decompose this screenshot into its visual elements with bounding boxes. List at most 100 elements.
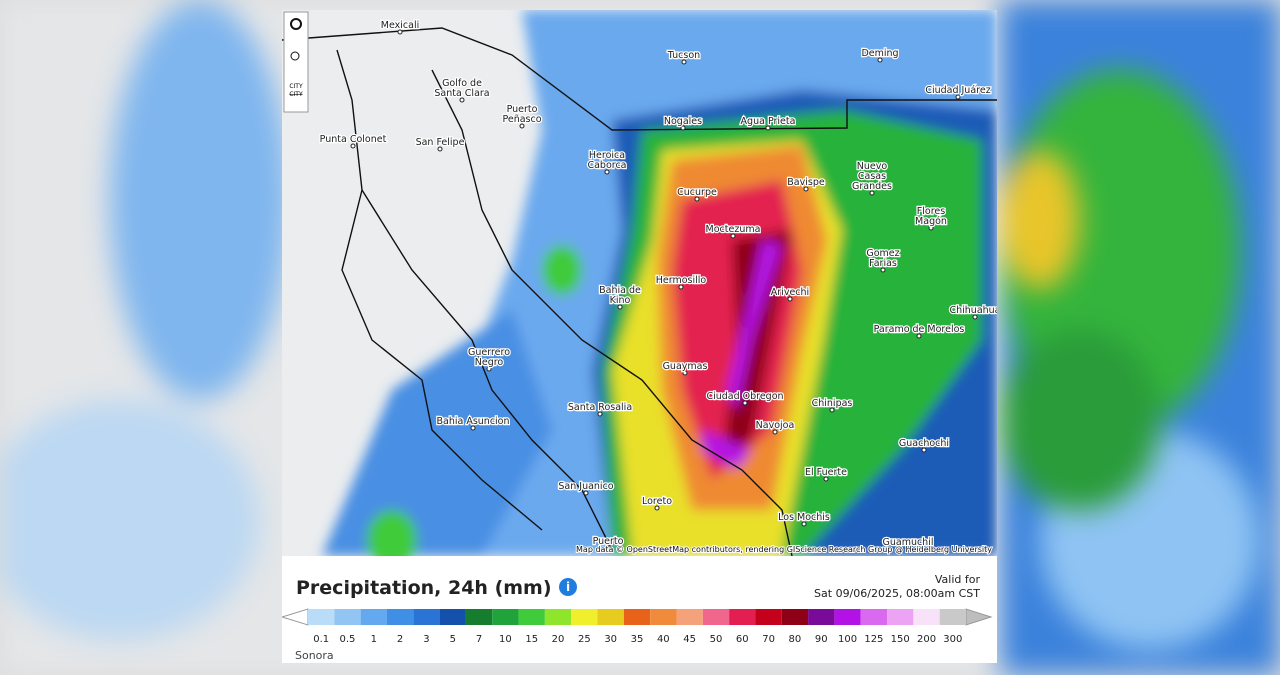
- zoom-button[interactable]: [290, 51, 300, 61]
- city-label: Los Mochis: [778, 512, 830, 523]
- city-dot: [486, 366, 492, 372]
- legend-cell: [729, 609, 756, 625]
- legend-cell: [334, 609, 361, 625]
- legend-cell: [386, 609, 414, 625]
- city-dot: [801, 521, 807, 527]
- city-dot: [955, 94, 961, 100]
- legend-cell: [913, 609, 940, 625]
- city-label: Arivechi: [771, 287, 809, 298]
- legend-cell: [571, 609, 598, 625]
- legend-label: 45: [683, 634, 696, 645]
- legend-cell: [413, 609, 440, 625]
- city-dot: [877, 57, 883, 63]
- map[interactable]: Mexicali Tucson Deming Ciudad Juárez Golfo d…: [282, 10, 997, 556]
- city-label: Ciudad Juárez: [925, 85, 990, 96]
- valid-label: Valid for: [935, 573, 981, 586]
- legend-label: 90: [815, 634, 828, 645]
- city-label: Paramo de Morelos: [874, 324, 965, 335]
- city-dot: [787, 296, 793, 302]
- city-label: Hermosillo: [656, 275, 707, 286]
- city-label: Caborca: [587, 160, 626, 171]
- map-panel: Mexicali Tucson Deming Ciudad Juárez Golfo d…: [282, 10, 997, 663]
- city-label: Cucurpe: [677, 187, 717, 198]
- city-label: Moctezuma: [706, 224, 761, 235]
- city-label: Casas: [858, 171, 886, 182]
- legend-label: 20: [552, 634, 565, 645]
- city-label: Peñasco: [502, 114, 541, 125]
- city-labels: Mexicali Tucson Deming Ciudad Juárez Golfo d…: [318, 19, 997, 552]
- city-dot: [519, 123, 525, 129]
- legend-cell: [597, 609, 624, 625]
- legend-label: 80: [789, 634, 802, 645]
- city-label: Tucson: [667, 50, 700, 61]
- city-label: Negro: [475, 357, 504, 368]
- city-dot: [459, 97, 465, 103]
- city-label: Guaymas: [663, 361, 708, 372]
- city-dot: [470, 425, 476, 431]
- city-dot: [678, 284, 684, 290]
- legend-cell: [834, 609, 861, 625]
- legend-label: 125: [864, 634, 883, 645]
- legend-label: 50: [710, 634, 723, 645]
- legend-cell: [808, 609, 835, 625]
- title: Precipitation, 24h (mm): [296, 577, 552, 599]
- legend-cell: [650, 609, 677, 625]
- legend-scale: 0.1 0.5 1 2 3 5 7 10 15 20 25 30 35 40 45 50 60 70 80 90 100…: [308, 609, 966, 645]
- legend-label: 15: [525, 634, 538, 645]
- city-dot: [397, 29, 403, 35]
- legend-label: 7: [476, 634, 482, 645]
- legend-cell: [887, 609, 914, 625]
- legend-label: 100: [838, 634, 857, 645]
- attribution: Map data © OpenStreetMap contributors, r…: [576, 545, 992, 554]
- legend-label: 0.5: [340, 634, 356, 645]
- city-dot: [905, 546, 911, 552]
- city-button-off[interactable]: CITY: [289, 91, 303, 98]
- city-dot: [880, 267, 886, 273]
- legend-label: 2: [397, 634, 403, 645]
- legend-label: 70: [762, 634, 775, 645]
- legend-label: 60: [736, 634, 749, 645]
- city-label: Gomez: [866, 248, 899, 259]
- city-label: Deming: [861, 48, 898, 59]
- legend-label: 300: [943, 634, 962, 645]
- city-label: Nuevo: [857, 161, 888, 172]
- city-dot: [437, 146, 443, 152]
- city-dot: [654, 505, 660, 511]
- city-label: Kino: [610, 295, 631, 306]
- legend-label: 1: [371, 634, 377, 645]
- city-dot: [823, 476, 829, 482]
- legend-cell: [781, 609, 809, 625]
- city-label: San Felipe: [416, 137, 465, 148]
- legend-cell: [439, 609, 466, 625]
- city-dot: [829, 407, 835, 413]
- legend-cell: [360, 609, 387, 625]
- info-icon-glyph: i: [566, 580, 570, 594]
- city-dot: [694, 196, 700, 202]
- legend-label: 35: [631, 634, 644, 645]
- legend-label: 3: [423, 634, 429, 645]
- city-dot: [921, 447, 927, 453]
- city-label: Bahia Asuncion: [436, 416, 509, 427]
- legend-label: 5: [450, 634, 456, 645]
- city-dot: [928, 225, 934, 231]
- legend-label: 10: [499, 634, 512, 645]
- legend-label: 25: [578, 634, 591, 645]
- city-label: Bavispe: [787, 177, 825, 188]
- city-label: San Juanico: [558, 481, 613, 492]
- city-label: Loreto: [642, 496, 672, 507]
- city-dot: [772, 429, 778, 435]
- city-dot: [605, 545, 611, 551]
- city-dot: [742, 400, 748, 406]
- city-button[interactable]: CITY: [289, 83, 303, 90]
- city-label: Heroica: [589, 150, 625, 161]
- region: Sonora: [295, 649, 334, 662]
- legend-cell: [544, 609, 572, 625]
- city-label: Golfo de: [442, 78, 482, 89]
- city-dot: [617, 304, 623, 310]
- locate-button[interactable]: [290, 18, 302, 30]
- legend-label: 150: [891, 634, 910, 645]
- legend-cell: [623, 609, 651, 625]
- city-dot: [972, 314, 978, 320]
- city-dot: [803, 186, 809, 192]
- info-icon[interactable]: [559, 578, 577, 596]
